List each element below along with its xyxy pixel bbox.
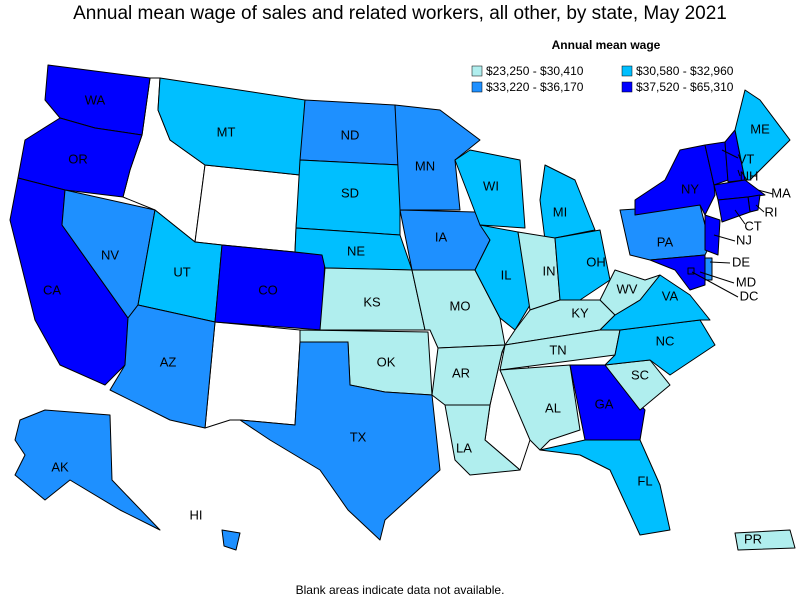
- state-label: LA: [456, 440, 472, 455]
- legend-title: Annual mean wage: [552, 38, 661, 52]
- state-label: ND: [341, 127, 360, 142]
- state-shape: [14, 409, 161, 531]
- state-shape: [499, 364, 581, 451]
- state-shape: [454, 149, 526, 229]
- leader-line: [755, 204, 765, 213]
- legend-swatch: [471, 65, 483, 77]
- leader-line: [757, 189, 774, 195]
- state-label: RI: [765, 204, 778, 219]
- state-shape: [204, 321, 301, 429]
- state-shape: [599, 269, 661, 316]
- legend-swatch: [621, 65, 633, 77]
- state-shape: [619, 204, 711, 261]
- state-label: WV: [617, 281, 638, 296]
- state-label: DE: [732, 254, 750, 269]
- state-label: CO: [258, 282, 278, 297]
- state-label: AR: [452, 365, 470, 380]
- state-label: KY: [571, 305, 589, 320]
- state-shape: [539, 164, 596, 241]
- state-label: PA: [657, 234, 674, 249]
- state-shape: [194, 164, 301, 253]
- state-label: NE: [347, 243, 365, 258]
- state-label: MT: [217, 124, 236, 139]
- state-label: NY: [681, 181, 699, 196]
- blank-states: [122, 77, 531, 471]
- state-label: MD: [736, 274, 756, 289]
- state-shape: [221, 529, 241, 551]
- state-label: FL: [637, 473, 652, 488]
- state-label: GA: [595, 396, 614, 411]
- state-label: NC: [656, 333, 675, 348]
- state-shape: [239, 341, 441, 541]
- map-title: Annual mean wage of sales and related wo…: [73, 3, 727, 24]
- state-label: TX: [350, 429, 367, 444]
- leader-line: [699, 271, 735, 284]
- legend: $23,250 - $30,410 $30,580 - $32,960 $33,22…: [471, 64, 734, 94]
- state-label: IL: [501, 267, 512, 282]
- state-shape: [704, 257, 713, 281]
- state-shape: [649, 254, 706, 291]
- state-label: AK: [51, 459, 69, 474]
- state-label: ME: [750, 121, 770, 136]
- leader-line: [734, 209, 746, 225]
- state-label: VA: [662, 288, 679, 303]
- state-label: KS: [363, 294, 381, 309]
- legend-label: $30,580 - $32,960: [636, 64, 734, 78]
- state-label: MN: [415, 158, 435, 173]
- state-label: OH: [586, 254, 606, 269]
- state-shape: [444, 404, 521, 476]
- legend-swatch: [471, 81, 483, 93]
- state-label: CT: [744, 218, 761, 233]
- footnote: Blank areas indicate data not available.: [296, 583, 505, 597]
- state-label: AZ: [160, 354, 177, 369]
- state-label: MI: [553, 204, 567, 219]
- state-shape: [17, 117, 143, 198]
- state-shape: [109, 304, 216, 429]
- state-label: IN: [543, 263, 556, 278]
- leader-line: [709, 261, 731, 264]
- legend-swatch: [621, 81, 633, 93]
- state-shape: [539, 439, 671, 536]
- state-label: WA: [85, 92, 106, 107]
- leader-line: [721, 149, 739, 159]
- state-label: MA: [771, 185, 791, 200]
- state-label: OK: [377, 354, 396, 369]
- state-label: HI: [190, 507, 203, 522]
- states: WA OR CA NV MT UT CO AZ ND SD NE KS OK TX MN IA MO AR LA WI…: [9, 64, 796, 551]
- state-shape: [734, 529, 796, 551]
- leader-line: [737, 169, 741, 177]
- state-label: NJ: [736, 232, 752, 247]
- state-label: SC: [631, 367, 649, 382]
- legend-label: $23,250 - $30,410: [486, 64, 584, 78]
- state-shape: [554, 229, 611, 301]
- state-label: NH: [740, 168, 759, 183]
- state-label: MO: [450, 298, 471, 313]
- state-label: VT: [738, 151, 755, 166]
- state-label: UT: [173, 264, 190, 279]
- state-label: WI: [483, 178, 499, 193]
- state-label: SD: [341, 185, 359, 200]
- state-label: PR: [744, 531, 762, 546]
- state-shape: [704, 214, 721, 256]
- leader-line: [691, 271, 739, 298]
- state-label: AL: [545, 400, 561, 415]
- state-label: CA: [43, 282, 61, 297]
- state-label: IA: [435, 229, 448, 244]
- state-shape: [717, 196, 751, 223]
- leader-line: [713, 234, 736, 242]
- state-shape: [634, 144, 716, 216]
- state-label: TN: [549, 342, 566, 357]
- legend-label: $37,520 - $65,310: [636, 80, 734, 94]
- legend-label: $33,220 - $36,170: [486, 80, 584, 94]
- state-label: DC: [740, 288, 759, 303]
- state-label: NV: [101, 247, 119, 262]
- state-label: OR: [68, 151, 88, 166]
- state-shape: [569, 364, 646, 441]
